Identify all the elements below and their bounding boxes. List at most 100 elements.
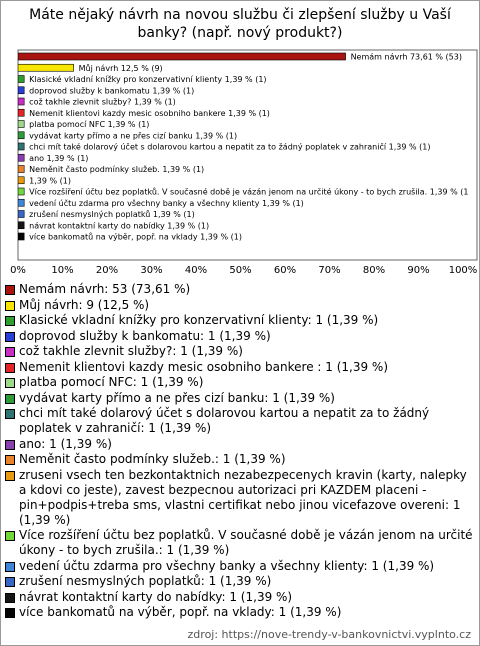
legend-swatch xyxy=(5,362,15,373)
bar-label: Více rozšíření účtu bez poplatků. V souč… xyxy=(29,187,468,197)
bar xyxy=(18,165,25,173)
legend-swatch xyxy=(5,393,15,404)
bar xyxy=(18,198,25,207)
x-tick-label: 10% xyxy=(51,265,73,276)
bar-label: platba pomocí NFC 1,39 % (1) xyxy=(29,120,149,129)
legend-label: vedení účtu zdarma pro všechny banky a v… xyxy=(19,558,435,573)
legend-item: Můj návrh: 9 (12,5 %) xyxy=(5,298,475,313)
x-tick-label: 100% xyxy=(449,265,478,276)
bar-label: ano 1,39 % (1) xyxy=(29,154,88,163)
legend-swatch xyxy=(5,331,15,342)
x-tick-label: 40% xyxy=(185,265,207,276)
legend-label: doprovod služby k bankomatu: 1 (1,39 %) xyxy=(19,328,271,343)
legend-swatch xyxy=(5,409,15,419)
bar xyxy=(18,63,74,72)
legend-label: více bankomatů na výběr, popř. na vklady… xyxy=(19,605,342,619)
bar xyxy=(18,75,25,83)
chart-title: Máte nějaký návrh na novou službu či zle… xyxy=(29,7,451,41)
bar xyxy=(18,86,25,95)
bar-label: Neměnit často podmínky služeb. 1,39 % (1… xyxy=(29,164,204,174)
legend-item: doprovod služby k bankomatu: 1 (1,39 %) xyxy=(5,329,475,344)
legend: Nemám návrh: 53 (73,61 %) Můj návrh: 9 (1… xyxy=(5,282,475,621)
legend-item: ano: 1 (1,39 %) xyxy=(5,437,475,452)
legend-item: Neměnit často podmínky služeb.: 1 (1,39 … xyxy=(5,452,475,467)
x-tick-label: 80% xyxy=(363,265,385,276)
legend-swatch xyxy=(5,439,15,450)
x-tick-label: 90% xyxy=(407,265,429,276)
bar xyxy=(18,187,25,196)
legend-swatch xyxy=(5,531,15,541)
x-tick-label: 20% xyxy=(96,265,118,276)
legend-swatch xyxy=(5,316,15,326)
plot-area xyxy=(17,49,478,261)
x-axis: 0% 10% 20% 30% 40% 50% 60% 70% 80% 90% 100% xyxy=(10,265,477,276)
legend-item: Nemenit klientovi kazdy mesic osobniho b… xyxy=(5,360,475,375)
x-tick-label: 70% xyxy=(318,265,340,276)
legend-swatch xyxy=(5,592,15,603)
bar-label: 1,39 % (1) xyxy=(29,176,71,185)
bar xyxy=(18,210,25,218)
legend-item: Více rozšíření účtu bez poplatků. V souč… xyxy=(5,528,475,558)
legend-item: vydávat karty přímo a ne přes cizí banku… xyxy=(5,391,475,406)
x-tick-label: 30% xyxy=(140,265,162,276)
legend-item: zruseni vsech ten bezkontaktnich nezabez… xyxy=(5,468,475,528)
bar xyxy=(18,142,25,151)
legend-swatch xyxy=(5,378,15,388)
bar-label: chci mít také dolarový účet s dolarovou … xyxy=(29,142,430,152)
bar-label: návrat kontaktní karty do nabídky 1,39 %… xyxy=(29,221,209,230)
bar xyxy=(18,52,346,61)
legend-item: platba pomocí NFC: 1 (1,39 %) xyxy=(5,375,475,390)
bar xyxy=(18,176,25,185)
legend-label: Klasické vkladní knížky pro konzervativn… xyxy=(19,313,379,327)
legend-label: Neměnit často podmínky služeb.: 1 (1,39 … xyxy=(19,452,286,466)
legend-label: zruseni vsech ten bezkontaktnich nezabez… xyxy=(19,467,467,527)
bar xyxy=(18,232,25,241)
source: zdroj: https://nove-trendy-v-bankovnictv… xyxy=(187,628,471,641)
legend-swatch xyxy=(5,470,15,481)
legend-label: návrat kontaktní karty do nabídky: 1 (1,… xyxy=(19,589,293,604)
chart: Nemám návrh 73,61 % (53) Můj návrh 12,5 %… xyxy=(10,49,478,276)
legend-item: chci mít také dolarový účet s dolarovou … xyxy=(5,406,475,436)
bar-label: což takhle zlevnit služby? 1,39 % (1) xyxy=(29,98,176,107)
bar xyxy=(18,97,25,106)
legend-item: více bankomatů na výběr, popř. na vklady… xyxy=(5,605,475,620)
bar-label: Nemenit klientovi kazdy mesic osobniho b… xyxy=(29,109,270,118)
legend-item: Nemám návrh: 53 (73,61 %) xyxy=(5,282,475,297)
legend-label: chci mít také dolarový účet s dolarovou … xyxy=(19,406,430,435)
legend-label: zrušení nesmyslných poplatků: 1 (1,39 %) xyxy=(19,574,272,588)
legend-item: což takhle zlevnit služby?: 1 (1,39 %) xyxy=(5,344,475,359)
legend-swatch xyxy=(5,347,15,357)
legend-label: Více rozšíření účtu bez poplatků. V souč… xyxy=(19,528,473,557)
bar-label: Klasické vkladní knížky pro konzervativn… xyxy=(29,74,266,84)
legend-item: návrat kontaktní karty do nabídky: 1 (1,… xyxy=(5,590,475,605)
legend-item: zrušení nesmyslných poplatků: 1 (1,39 %) xyxy=(5,574,475,589)
bar-label: vedení účtu zdarma pro všechny banky a v… xyxy=(29,198,304,208)
legend-swatch xyxy=(5,285,15,295)
bar-label: více bankomatů na výběr, popř. na vklady… xyxy=(29,232,242,242)
legend-swatch xyxy=(5,608,15,618)
x-tick-label: 50% xyxy=(229,265,251,276)
x-tick-label: 0% xyxy=(10,265,26,276)
plot: Nemám návrh 73,61 % (53) Můj návrh 12,5 %… xyxy=(18,53,468,242)
bar-label: doprovod služby k bankomatu 1,39 % (1) xyxy=(29,86,194,95)
bar-label: zrušení nesmyslných poplatků 1,39 % (1) xyxy=(29,209,195,219)
legend-swatch xyxy=(5,455,15,465)
bar-label: Můj návrh 12,5 % (9) xyxy=(79,63,163,73)
bar xyxy=(18,120,25,128)
bar xyxy=(18,131,25,140)
legend-label: vydávat karty přímo a ne přes cizí banku… xyxy=(19,390,335,405)
legend-label: Můj návrh: 9 (12,5 %) xyxy=(19,297,150,312)
bar xyxy=(18,153,25,162)
legend-label: Nemám návrh: 53 (73,61 %) xyxy=(19,282,191,296)
legend-label: což takhle zlevnit služby?: 1 (1,39 %) xyxy=(19,344,243,358)
bar-label: vydávat karty přímo a ne přes cizí banku… xyxy=(29,131,237,140)
legend-item: vedení účtu zdarma pro všechny banky a v… xyxy=(5,559,475,574)
bar xyxy=(18,221,25,230)
x-tick-label: 60% xyxy=(274,265,296,276)
legend-swatch xyxy=(5,577,15,587)
bar-label: Nemám návrh 73,61 % (53) xyxy=(351,53,462,62)
legend-swatch xyxy=(5,300,15,311)
legend-label: Nemenit klientovi kazdy mesic osobniho b… xyxy=(19,359,388,374)
legend-label: platba pomocí NFC: 1 (1,39 %) xyxy=(19,375,204,389)
